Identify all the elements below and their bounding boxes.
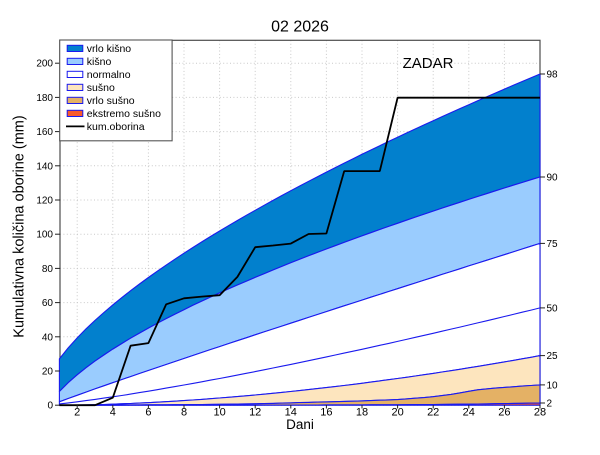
- svg-text:22: 22: [427, 406, 439, 418]
- svg-text:26: 26: [498, 406, 510, 418]
- svg-text:ZADAR: ZADAR: [403, 55, 454, 72]
- svg-text:50: 50: [547, 303, 559, 314]
- svg-text:75: 75: [547, 239, 559, 250]
- svg-text:20: 20: [42, 367, 54, 378]
- svg-text:normalno: normalno: [87, 69, 131, 81]
- svg-text:20: 20: [391, 406, 403, 418]
- svg-text:90: 90: [547, 173, 559, 184]
- svg-text:200: 200: [36, 59, 53, 70]
- svg-text:2: 2: [547, 399, 553, 410]
- svg-text:Dani: Dani: [286, 417, 314, 432]
- svg-text:0: 0: [47, 401, 53, 412]
- svg-text:24: 24: [463, 406, 475, 418]
- svg-text:6: 6: [145, 406, 151, 418]
- svg-text:80: 80: [42, 264, 54, 275]
- svg-text:98: 98: [547, 70, 559, 81]
- svg-text:120: 120: [36, 196, 53, 207]
- svg-text:ekstremo sušno: ekstremo sušno: [87, 108, 161, 120]
- svg-text:sušno: sušno: [87, 82, 115, 94]
- svg-text:4: 4: [110, 406, 116, 418]
- svg-text:kišno: kišno: [87, 56, 112, 68]
- svg-text:25: 25: [547, 351, 559, 362]
- svg-text:60: 60: [42, 298, 54, 309]
- svg-text:28: 28: [534, 406, 546, 418]
- svg-text:160: 160: [36, 127, 53, 138]
- svg-text:02 2026: 02 2026: [271, 19, 329, 36]
- svg-text:10: 10: [547, 380, 559, 391]
- svg-text:vrlo sušno: vrlo sušno: [87, 95, 135, 107]
- svg-text:12: 12: [249, 406, 261, 418]
- svg-text:14: 14: [285, 406, 297, 418]
- svg-text:100: 100: [36, 230, 53, 241]
- svg-text:40: 40: [42, 332, 54, 343]
- svg-text:16: 16: [320, 406, 332, 418]
- svg-text:10: 10: [213, 406, 225, 418]
- svg-text:8: 8: [181, 406, 187, 418]
- svg-text:kum.oborina: kum.oborina: [87, 121, 145, 133]
- svg-text:140: 140: [36, 161, 53, 172]
- svg-text:18: 18: [356, 406, 368, 418]
- svg-text:Kumulativna količina oborine (: Kumulativna količina oborine (mm): [12, 115, 28, 337]
- svg-text:180: 180: [36, 93, 53, 104]
- svg-text:vrlo kišno: vrlo kišno: [87, 43, 132, 55]
- svg-text:2: 2: [74, 406, 80, 418]
